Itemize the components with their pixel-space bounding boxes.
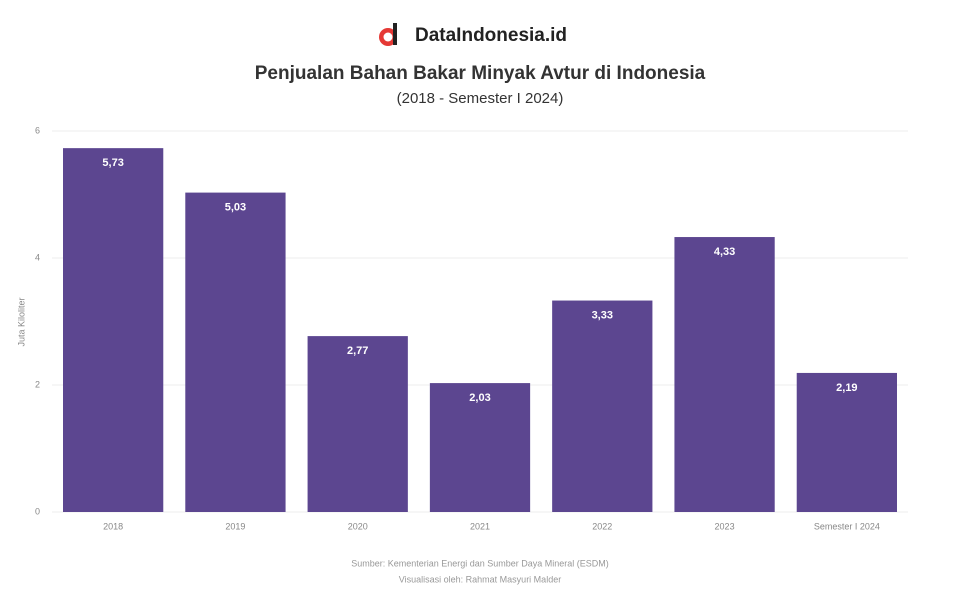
x-tick-label: 2023	[715, 521, 735, 531]
data-label: 3,33	[592, 309, 613, 321]
x-tick-label: 2021	[470, 521, 490, 531]
bar	[429, 383, 531, 512]
data-label: 2,19	[836, 382, 857, 394]
x-tick-label: 2020	[348, 521, 368, 531]
credit: Visualisasi oleh: Rahmat Masyuri Malder	[399, 574, 561, 584]
y-tick-label: 0	[35, 506, 40, 516]
source: Sumber: Kementerian Energi dan Sumber Da…	[351, 558, 609, 568]
x-tick-label: 2019	[225, 521, 245, 531]
y-tick-label: 4	[35, 252, 40, 262]
x-tick-label: 2022	[592, 521, 612, 531]
data-label: 4,33	[714, 246, 735, 258]
data-label: 2,03	[469, 392, 490, 404]
bar	[552, 300, 653, 512]
x-tick-label: Semester I 2024	[814, 521, 880, 531]
bar	[796, 372, 897, 512]
bar	[63, 148, 164, 512]
y-axis-label: Juta Kiloliter	[16, 297, 26, 346]
data-label: 5,03	[225, 202, 246, 214]
brand: DataIndonesia.id	[415, 25, 567, 46]
brand-logo	[379, 23, 397, 46]
y-tick-label: 2	[35, 379, 40, 389]
chart-subtitle: (2018 - Semester I 2024)	[397, 90, 564, 107]
chart-title: Penjualan Bahan Bakar Minyak Avtur di In…	[255, 63, 706, 84]
bar	[307, 336, 408, 512]
data-label: 2,77	[347, 345, 368, 357]
y-tick-label: 6	[35, 125, 40, 135]
bar	[185, 192, 286, 512]
bar	[674, 237, 775, 513]
x-tick-label: 2018	[103, 521, 123, 531]
data-label: 5,73	[102, 157, 123, 169]
